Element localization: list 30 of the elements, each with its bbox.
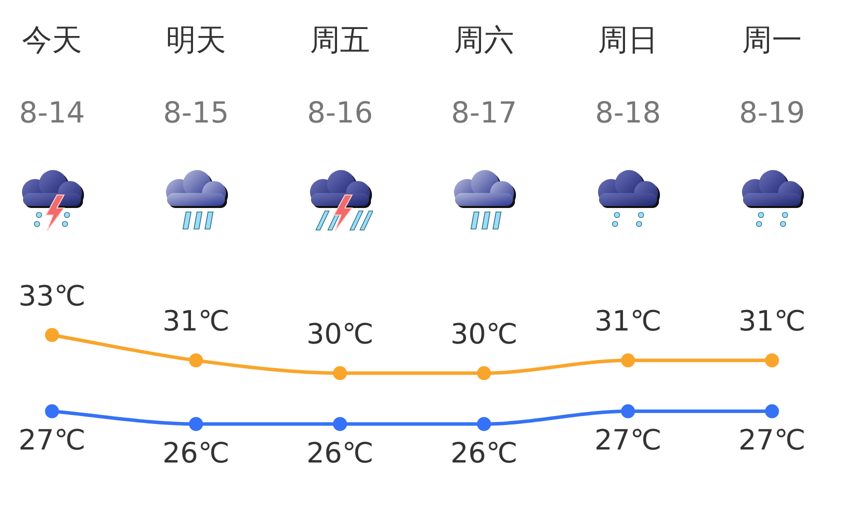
point [621, 404, 635, 418]
data-label: 27℃ [594, 424, 662, 457]
data-label: 27℃ [738, 424, 806, 457]
point [189, 417, 203, 431]
point [477, 366, 491, 380]
data-label: 26℃ [450, 436, 518, 470]
category-label: 周五 8-16 [307, 22, 373, 130]
point [333, 417, 347, 431]
point [333, 366, 347, 380]
data-label: 30℃ [450, 317, 518, 350]
data-label: 30℃ [306, 317, 374, 350]
category-label: 明天 8-15 [163, 22, 229, 130]
category-label: 周六 8-17 [451, 22, 517, 130]
point [765, 404, 779, 418]
data-label: 26℃ [162, 436, 230, 470]
data-label: 26℃ [306, 436, 374, 470]
category-label: 周一 8-19 [739, 22, 805, 130]
category-label: 周日 8-18 [595, 22, 661, 130]
point [45, 404, 59, 418]
category-label: 今天 8-14 [19, 22, 85, 130]
data-label: 33℃ [18, 279, 86, 312]
point [45, 328, 59, 342]
point [189, 353, 203, 368]
point [765, 353, 779, 368]
data-label: 27℃ [18, 424, 86, 457]
point [477, 417, 491, 431]
data-label: 31℃ [162, 304, 230, 338]
data-label: 31℃ [594, 304, 662, 338]
data-label: 31℃ [738, 304, 806, 338]
point [621, 353, 635, 368]
